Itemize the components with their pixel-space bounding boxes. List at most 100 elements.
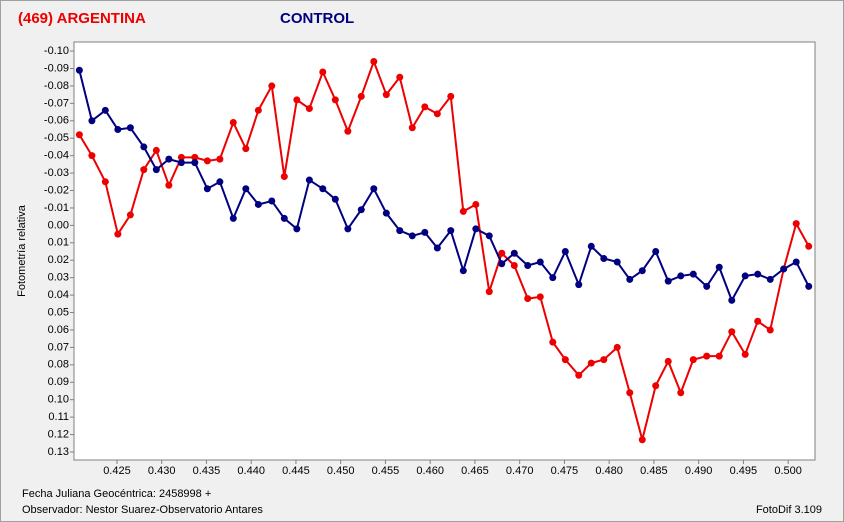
footer-observer: Observador: Nestor Suarez-Observatorio A… [22,504,263,516]
data-point [319,185,327,193]
data-point [101,106,109,114]
data-point [792,220,800,228]
y-tick-label: 0.04 [48,289,69,301]
series-line [78,69,810,303]
data-point [703,352,711,360]
data-point [370,58,378,66]
data-point [561,248,569,256]
data-point [638,436,646,444]
data-point [396,227,404,235]
data-point [152,166,160,174]
data-point [152,146,160,154]
data-point [88,152,96,160]
y-tick-label: -0.10 [44,45,69,57]
y-tick-label: 0.10 [48,394,69,406]
data-point [203,157,211,165]
data-point [165,181,173,189]
data-point [177,153,185,161]
data-point [715,263,723,271]
data-point [254,200,262,208]
data-point [728,296,736,304]
y-tick-label: 0.12 [48,428,69,440]
footer-software: FotoDif 3.109 [756,504,822,516]
data-point [536,258,544,266]
data-point [498,260,506,268]
y-tick-label: -0.03 [44,167,69,179]
data-point [689,356,697,364]
y-tick-label: -0.07 [44,97,69,109]
data-point [177,159,185,167]
plot-area [73,41,816,461]
data-point [638,267,646,275]
data-point [280,173,288,181]
data-point [498,249,506,257]
data-point [792,258,800,266]
x-tick-label: 0.485 [640,465,668,477]
data-point [293,96,301,104]
data-point [319,68,327,76]
data-point [382,209,390,217]
data-point [703,282,711,290]
data-point [805,242,813,250]
data-point [664,357,672,365]
data-point [268,82,276,90]
data-point [114,126,122,134]
data-point [114,230,122,238]
data-point [536,293,544,301]
x-tick-label: 0.445 [282,465,310,477]
y-tick-label: -0.08 [44,80,69,92]
data-point [549,274,557,282]
data-point [191,153,199,161]
y-tick-label: 0.13 [48,446,69,458]
data-point [741,272,749,280]
data-point [75,131,83,139]
y-tick-label: 0.02 [48,254,69,266]
y-tick-label: -0.02 [44,184,69,196]
data-point [689,270,697,278]
data-point [766,326,774,334]
x-tick-label: 0.425 [103,465,131,477]
data-point [293,225,301,233]
data-point [754,270,762,278]
data-point [242,145,250,153]
data-point [510,261,518,269]
data-point [715,352,723,360]
data-point [331,195,339,203]
data-point [459,267,467,275]
data-point [652,382,660,390]
data-point [472,200,480,208]
data-point [626,275,634,283]
data-point [575,371,583,379]
x-tick-label: 0.440 [237,465,265,477]
data-point [408,232,416,240]
data-point [88,117,96,125]
data-point [242,185,250,193]
data-point [485,288,493,296]
y-tick-label: 0.00 [48,219,69,231]
data-point [652,248,660,256]
data-point [216,178,224,186]
data-point [524,261,532,269]
data-point [485,232,493,240]
data-point [331,96,339,104]
series-line [78,58,810,441]
data-point [408,124,416,132]
data-point [421,228,429,236]
x-tick-label: 0.430 [148,465,176,477]
data-point [75,66,83,74]
data-point [203,185,211,193]
data-point [305,176,313,184]
data-point [549,338,557,346]
data-point [344,225,352,233]
footer-date: Fecha Juliana Geocéntrica: 2458998 + [22,488,211,500]
y-tick-label: 0.03 [48,272,69,284]
data-point [229,214,237,222]
y-tick-label: -0.04 [44,150,69,162]
data-point [510,249,518,257]
data-point [575,281,583,289]
data-point [741,350,749,358]
x-tick-label: 0.470 [506,465,534,477]
data-point [561,356,569,364]
